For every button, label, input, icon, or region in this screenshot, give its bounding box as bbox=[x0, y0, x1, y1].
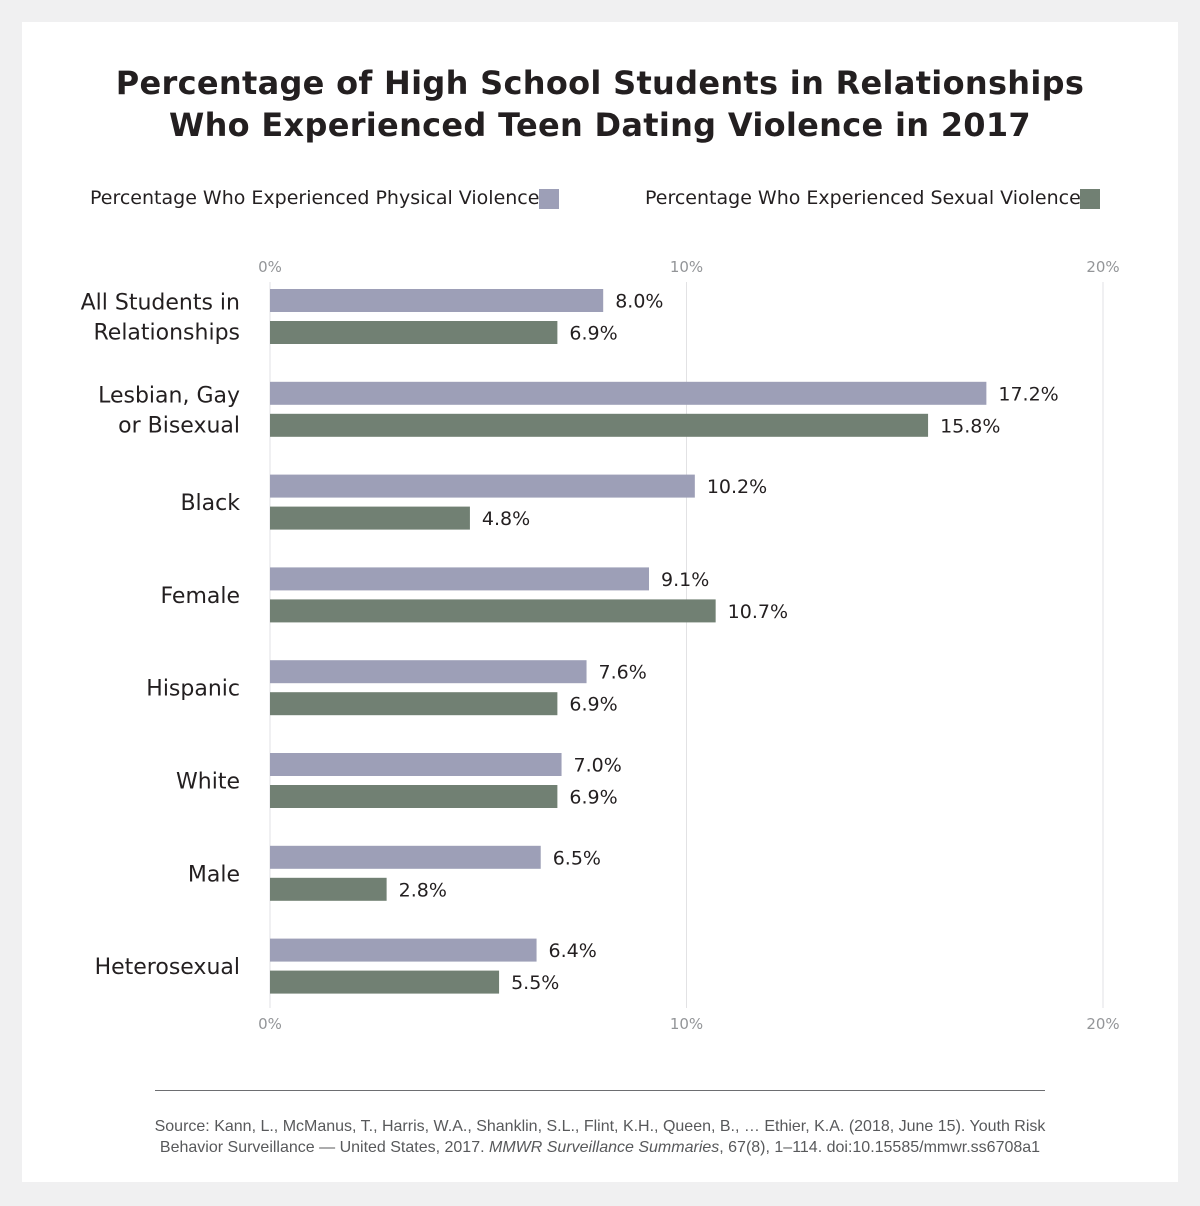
data-label-sexual-6: 2.8% bbox=[399, 879, 447, 901]
bar-physical-1 bbox=[270, 381, 987, 405]
legend-label-physical: Percentage Who Experienced Physical Viol… bbox=[90, 187, 540, 209]
chart-title-line-2: Who Experienced Teen Dating Violence in … bbox=[169, 106, 1031, 144]
source-journal: MMWR Surveillance Summaries bbox=[489, 1139, 720, 1156]
bar-sexual-6 bbox=[270, 877, 387, 901]
category-label-2-line-0: Black bbox=[180, 491, 240, 516]
source-line-2: Behavior Surveillance — United States, 2… bbox=[160, 1139, 1040, 1156]
legend-swatch-physical bbox=[539, 189, 559, 209]
data-label-physical-0: 8.0% bbox=[615, 291, 663, 313]
data-label-physical-1: 17.2% bbox=[998, 383, 1058, 405]
data-label-physical-7: 6.4% bbox=[549, 940, 597, 962]
source-line-2-prefix: Behavior Surveillance — United States, 2… bbox=[159, 1139, 489, 1156]
bar-sexual-1 bbox=[270, 413, 929, 437]
data-label-sexual-1: 15.8% bbox=[940, 415, 1000, 437]
bar-sexual-0 bbox=[270, 321, 558, 344]
category-label-6-line-0: Male bbox=[188, 862, 240, 887]
legend-swatch-sexual bbox=[1080, 189, 1100, 209]
x-tick-label-bottom-20: 20% bbox=[1086, 1015, 1119, 1033]
bar-sexual-7 bbox=[270, 970, 500, 994]
source-line-1: Source: Kann, L., McManus, T., Harris, W… bbox=[154, 1118, 1046, 1135]
x-tick-label-top-0: 0% bbox=[258, 258, 282, 276]
category-label-0-line-1: Relationships bbox=[93, 321, 240, 346]
bar-physical-2 bbox=[270, 474, 695, 498]
chart-title-line-1: Percentage of High School Students in Re… bbox=[115, 64, 1085, 102]
data-label-sexual-3: 10.7% bbox=[728, 601, 788, 623]
data-label-sexual-5: 6.9% bbox=[569, 787, 617, 809]
bar-sexual-2 bbox=[270, 506, 470, 530]
source-line-2-suffix: , 67(8), 1–114. doi:10.15585/mmwr.ss6708… bbox=[719, 1139, 1041, 1156]
category-label-7-line-0: Heterosexual bbox=[95, 955, 240, 980]
bar-sexual-3 bbox=[270, 599, 716, 623]
source-divider bbox=[155, 1090, 1045, 1091]
category-label-4-line-0: Hispanic bbox=[146, 677, 240, 702]
chart-title: Percentage of High School Students in Re… bbox=[0, 62, 1200, 146]
x-tick-label-bottom-10: 10% bbox=[670, 1015, 703, 1033]
data-label-sexual-2: 4.8% bbox=[482, 508, 530, 530]
bar-physical-4 bbox=[270, 660, 587, 684]
bar-physical-5 bbox=[270, 753, 562, 776]
data-label-physical-3: 9.1% bbox=[661, 569, 709, 591]
x-tick-label-top-20: 20% bbox=[1086, 258, 1119, 276]
data-label-physical-4: 7.6% bbox=[599, 662, 647, 684]
data-label-sexual-4: 6.9% bbox=[569, 694, 617, 716]
category-label-1-line-0: Lesbian, Gay bbox=[98, 383, 240, 408]
data-label-physical-2: 10.2% bbox=[707, 476, 767, 498]
x-tick-label-bottom-0: 0% bbox=[258, 1015, 282, 1033]
bar-sexual-5 bbox=[270, 785, 558, 808]
category-label-0-line-0: All Students in bbox=[81, 291, 240, 316]
category-label-1-line-1: or Bisexual bbox=[118, 413, 240, 438]
data-label-sexual-0: 6.9% bbox=[569, 323, 617, 345]
bar-physical-0 bbox=[270, 289, 604, 312]
data-label-sexual-7: 5.5% bbox=[511, 972, 559, 994]
bar-physical-7 bbox=[270, 938, 537, 962]
legend-label-sexual: Percentage Who Experienced Sexual Violen… bbox=[645, 187, 1081, 209]
source-citation: Source: Kann, L., McManus, T., Harris, W… bbox=[80, 1116, 1120, 1158]
bar-physical-3 bbox=[270, 567, 650, 591]
data-label-physical-6: 6.5% bbox=[553, 847, 601, 869]
bar-physical-6 bbox=[270, 845, 541, 869]
category-label-5-line-0: White bbox=[176, 770, 240, 795]
data-label-physical-5: 7.0% bbox=[574, 755, 622, 777]
x-tick-label-top-10: 10% bbox=[670, 258, 703, 276]
category-label-3-line-0: Female bbox=[160, 584, 240, 609]
bar-sexual-4 bbox=[270, 692, 558, 716]
